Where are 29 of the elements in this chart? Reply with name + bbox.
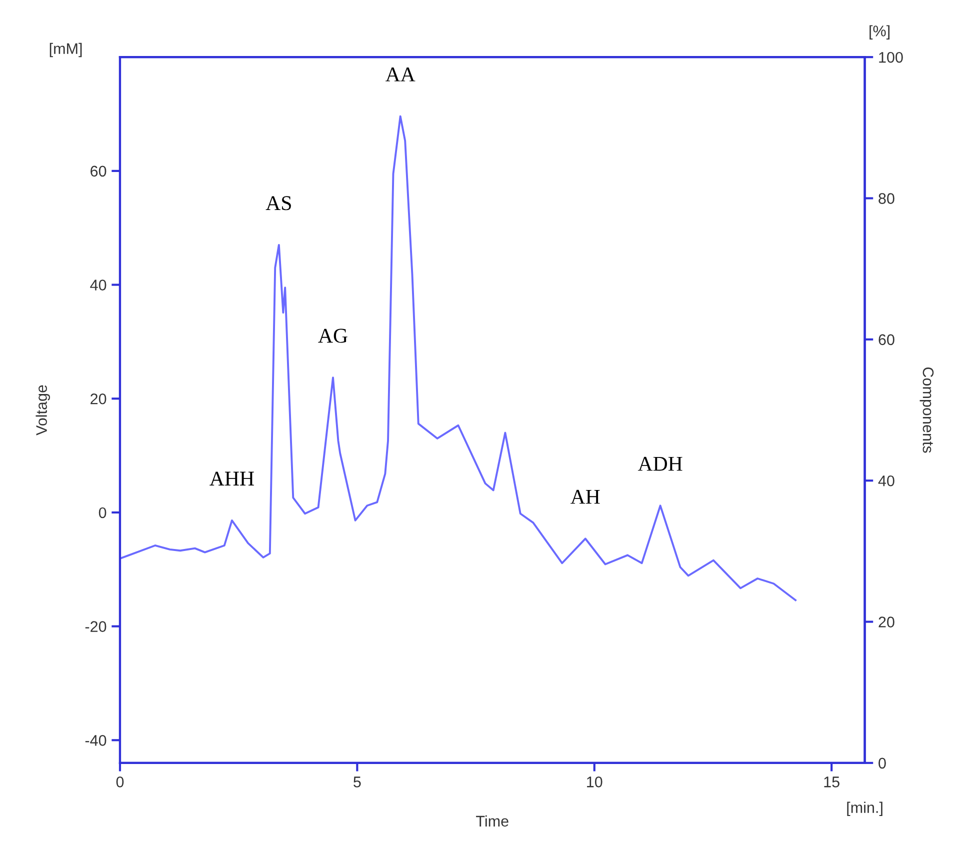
y2-axis-title: Components bbox=[920, 367, 934, 453]
x-tick-label: 0 bbox=[116, 776, 124, 788]
y2-tick-label: 60 bbox=[878, 334, 894, 346]
y-tick-label: -40 bbox=[85, 735, 106, 746]
y2-tick-label: 40 bbox=[878, 475, 894, 486]
x-tick-label: 5 bbox=[354, 776, 361, 788]
y-tick-label: 20 bbox=[90, 393, 106, 404]
annotation: AH bbox=[570, 490, 600, 504]
y2-tick-label: 100 bbox=[879, 52, 903, 63]
line-series bbox=[120, 115, 796, 602]
y2-tick-label: 80 bbox=[878, 193, 894, 204]
y2-tick-label: 20 bbox=[878, 616, 894, 628]
annotation: AS bbox=[266, 196, 291, 210]
y-tick-label: -20 bbox=[85, 621, 106, 632]
y2-tick-label: 0 bbox=[878, 758, 886, 769]
y-axis-title: Voltage bbox=[36, 385, 50, 436]
annotation: AHH bbox=[210, 472, 254, 486]
x-tick-label: 10 bbox=[587, 776, 602, 788]
y-tick-label: 0 bbox=[98, 507, 106, 518]
text: [min.] bbox=[847, 802, 882, 816]
x-axis-title: Time bbox=[476, 815, 508, 827]
text: [%] bbox=[870, 25, 890, 40]
y-tick-label: 60 bbox=[90, 166, 106, 177]
annotation: AG bbox=[318, 328, 348, 343]
y-tick-label: 40 bbox=[90, 280, 106, 290]
x-tick-label: 15 bbox=[824, 776, 840, 788]
text: [mM] bbox=[50, 42, 82, 58]
annotation: ADH bbox=[638, 456, 682, 471]
annotation: AA bbox=[386, 68, 416, 82]
